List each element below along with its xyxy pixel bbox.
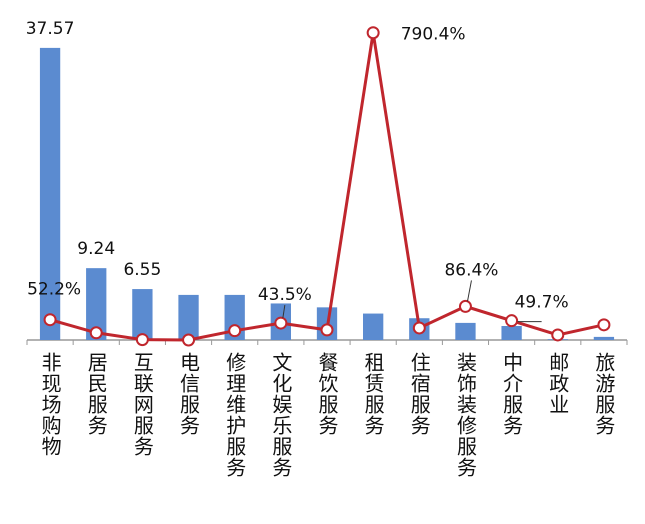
- x-tick-label: 修理维护服务: [223, 352, 247, 478]
- x-tick-label: 租赁服务: [361, 352, 385, 436]
- bar-label: 37.57: [26, 19, 75, 39]
- x-tick-label: 电信服务: [177, 352, 201, 436]
- bar: [178, 294, 199, 340]
- x-tick-label: 餐饮服务: [315, 352, 339, 436]
- x-tick-label: 邮政业: [546, 352, 570, 415]
- x-tick-label: 非现场购物: [38, 352, 62, 457]
- line-marker: [135, 333, 149, 347]
- line-marker: [274, 316, 288, 330]
- x-tick-label: 装饰装修服务: [453, 352, 477, 478]
- line-marker: [89, 326, 103, 340]
- line-marker: [551, 328, 565, 342]
- bar: [363, 313, 384, 340]
- bar: [455, 322, 476, 340]
- line-label: 43.5%: [258, 285, 312, 305]
- x-tick-label: 互联网服务: [130, 352, 154, 457]
- line-marker: [366, 26, 380, 40]
- line-marker: [505, 314, 519, 328]
- line-label: 49.7%: [515, 293, 569, 313]
- bar: [593, 336, 615, 340]
- bar: [501, 326, 522, 340]
- x-tick-label: 住宿服务: [407, 352, 431, 436]
- line-marker: [597, 318, 611, 332]
- x-tick-label: 中介服务: [500, 352, 524, 436]
- bar-label: 6.55: [123, 260, 161, 280]
- line-label: 52.2%: [27, 280, 81, 300]
- line-marker: [412, 321, 426, 335]
- x-tick-label: 文化娱乐服务: [269, 352, 293, 478]
- bar: [132, 289, 153, 340]
- x-tick-label: 旅游服务: [592, 352, 616, 436]
- line-marker: [182, 333, 196, 347]
- line-marker: [320, 323, 334, 337]
- leader-line: [282, 305, 286, 319]
- bar-label: 9.24: [77, 239, 115, 259]
- bar: [86, 268, 107, 340]
- line-marker: [228, 324, 242, 338]
- line-marker: [458, 299, 472, 313]
- line-label: 790.4%: [401, 25, 466, 45]
- x-tick-label: 居民服务: [84, 352, 108, 436]
- bar: [39, 47, 61, 340]
- line-label: 86.4%: [444, 260, 498, 280]
- leader-line: [466, 280, 472, 302]
- line-marker: [43, 313, 57, 327]
